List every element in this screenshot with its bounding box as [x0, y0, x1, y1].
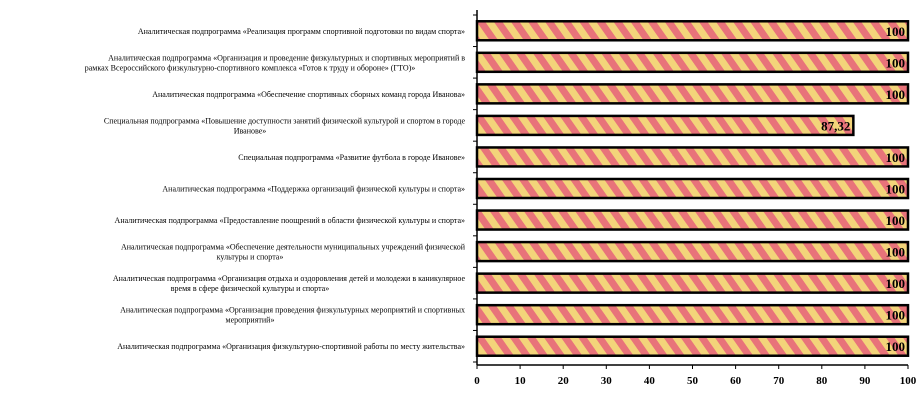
category-label-4: Специальная подпрограмма «Развитие футбо…: [238, 153, 465, 162]
x-tick-label-2: 20: [558, 375, 570, 387]
x-tick-label-10: 100: [900, 375, 917, 387]
bar-5: [475, 177, 910, 200]
category-label-8: Аналитическая подпрограмма «Организация …: [113, 274, 466, 293]
category-label-2: Аналитическая подпрограмма «Обеспечение …: [152, 90, 465, 99]
bars-group: 100 100 100 87,32 100 100 100 100 100 100 100: [475, 20, 910, 357]
bar-0: [475, 20, 910, 42]
category-label-1: Аналитическая подпрограмма «Организация …: [85, 53, 465, 72]
category-label-0: Аналитическая подпрограмма «Реализация п…: [138, 27, 465, 36]
data-label-3: 87,32: [821, 118, 850, 133]
axis-group: 0 10 20 30 40 50 60 70 80 90 100: [473, 10, 917, 387]
x-tick-label-6: 60: [730, 375, 742, 387]
bar-3: [475, 114, 855, 137]
category-labels-group: Аналитическая подпрограмма «Реализация п…: [85, 27, 466, 351]
category-label-3: Специальная подпрограмма «Повышение дост…: [104, 116, 466, 135]
data-label-8: 100: [886, 276, 906, 291]
data-label-10: 100: [886, 339, 906, 354]
bar-2: [475, 83, 910, 105]
data-label-9: 100: [886, 308, 906, 323]
data-label-2: 100: [886, 87, 906, 102]
category-label-9: Аналитическая подпрограмма «Организация …: [120, 306, 465, 325]
bar-7: [475, 240, 910, 263]
category-label-7: Аналитическая подпрограмма «Обеспечение …: [121, 243, 466, 262]
bar-4: [475, 146, 910, 168]
bar-6: [475, 209, 910, 231]
x-tick-label-8: 80: [816, 375, 828, 387]
x-tick-label-9: 90: [859, 375, 871, 387]
data-label-6: 100: [886, 213, 906, 228]
bar-1: [475, 51, 910, 74]
bar-10: [475, 335, 910, 357]
x-tick-label-0: 0: [474, 375, 480, 387]
data-label-5: 100: [886, 182, 906, 197]
category-label-5: Аналитическая подпрограмма «Поддержка ор…: [162, 185, 465, 194]
data-label-7: 100: [886, 245, 906, 260]
x-tick-label-7: 70: [773, 375, 785, 387]
bar-8: [475, 272, 910, 294]
data-label-1: 100: [886, 55, 906, 70]
x-tick-label-1: 10: [515, 375, 527, 387]
x-tick-label-5: 50: [687, 375, 699, 387]
bar-9: [475, 303, 910, 326]
category-label-10: Аналитическая подпрограмма «Организация …: [117, 342, 465, 351]
data-label-0: 100: [886, 24, 906, 39]
x-tick-label-4: 40: [644, 375, 656, 387]
data-label-4: 100: [886, 150, 906, 165]
x-tick-label-3: 30: [601, 375, 613, 387]
category-label-6: Аналитическая подпрограмма «Предоставлен…: [115, 216, 465, 225]
